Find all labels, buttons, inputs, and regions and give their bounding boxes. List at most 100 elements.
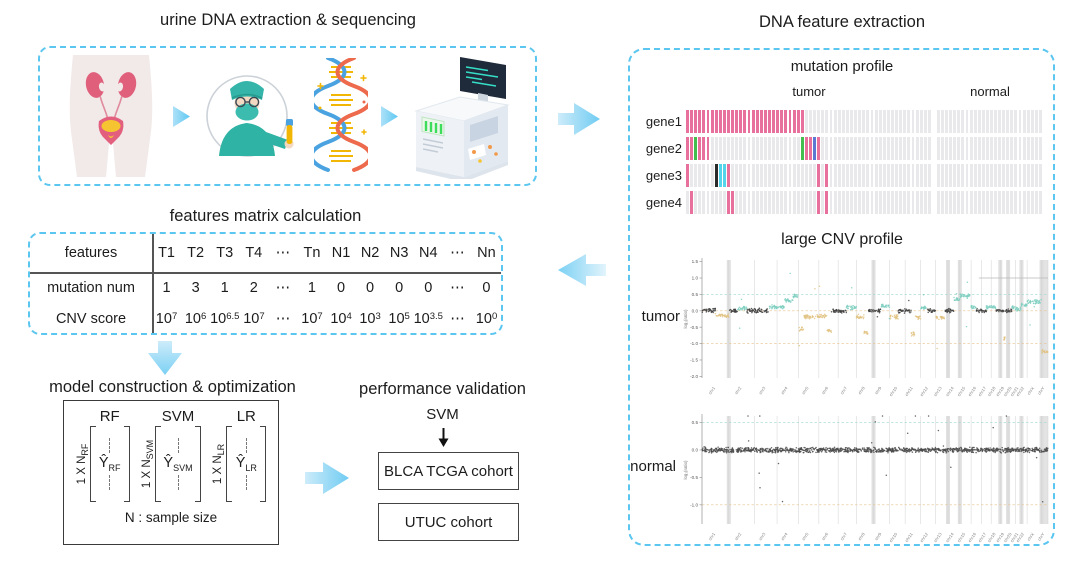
chromosome-tick-label: chrY xyxy=(1037,532,1046,542)
gene-label: gene3 xyxy=(645,168,682,183)
matrix-cell: 1 xyxy=(220,280,229,296)
matrix-cell: 0 xyxy=(366,280,375,296)
matrix-cell: ⋯ xyxy=(275,280,291,296)
tumor-heatmap-panel xyxy=(686,164,932,187)
matrix-cell: 103.5 xyxy=(413,311,443,327)
svg-text:-0.5: -0.5 xyxy=(690,475,698,480)
chromosome-tick-label: chr7 xyxy=(839,385,848,395)
model-name: SVM xyxy=(161,408,195,425)
chromosome-tick-label: chr15 xyxy=(956,531,966,543)
chromosome-tick-label: chr15 xyxy=(956,385,966,397)
chromosome-tick-label: chr9 xyxy=(874,531,883,541)
normal-heatmap-panel xyxy=(937,110,1043,133)
chevron-right-icon xyxy=(173,105,191,127)
chromosome-tick-label: chr2 xyxy=(734,531,743,541)
svg-text:log₂(ratio): log₂(ratio) xyxy=(683,460,688,480)
chromosome-tick-label: chr19 xyxy=(995,385,1005,397)
chromosome-tick-label: chr14 xyxy=(945,531,955,543)
chromosome-tick-label: chr22 xyxy=(1015,385,1025,397)
chromosome-tick-label: chr18 xyxy=(986,385,996,397)
svg-text:0.5: 0.5 xyxy=(692,420,699,425)
mutation-profile-heatmap: gene1 gene2 gene3 gene4 xyxy=(640,110,1043,218)
matrix-cell: 0 xyxy=(424,280,433,296)
matrix-data-row: mutation num 1 3 1 2 ⋯ 1 0 0 0 0 ⋯ 0 xyxy=(30,273,501,303)
gene-label: gene2 xyxy=(645,141,682,156)
chromosome-tick-label: chr7 xyxy=(839,531,848,541)
tumor-group-header: tumor xyxy=(792,84,826,99)
chromosome-tick-label: chr4 xyxy=(780,531,789,541)
model-column-rf: RF 1 X NRF ŶRF xyxy=(76,408,130,502)
chromosome-tick-label: chr13 xyxy=(933,385,943,397)
arrow-down-black-icon xyxy=(438,428,449,447)
svg-text:log₂(ratio): log₂(ratio) xyxy=(683,309,688,329)
matrix-cell: 100 xyxy=(475,311,498,327)
flow-arrow-right-icon xyxy=(558,103,600,135)
heatmap-row: gene4 xyxy=(640,191,1043,214)
validation-title: performance validation xyxy=(359,380,526,398)
tumor-heatmap-panel xyxy=(686,137,932,160)
sample-size-note: N : sample size xyxy=(124,510,218,525)
flow-arrow-left-icon xyxy=(558,254,606,286)
normal-heatmap-panel xyxy=(937,164,1043,187)
matrix-cell: 107 xyxy=(155,311,178,327)
chromosome-tick-label: chr1 xyxy=(707,531,716,541)
chromosome-tick-label: chr16 xyxy=(967,531,977,543)
cnv-tumor-label: tumor xyxy=(641,308,680,325)
chromosome-tick-label: chr8 xyxy=(857,531,866,541)
cnv-normal-label: normal xyxy=(630,458,676,475)
cnv-plot-normal: 0.5 0.0 -0.5 -1.0 log₂(ratio) chr1 chr2 chr3 chr… xyxy=(683,414,1049,543)
matrix-bracket: ŶLR xyxy=(226,426,267,502)
matrix-bracket: ŶSVM xyxy=(155,426,201,502)
chromosome-tick-label: chr17 xyxy=(977,531,987,543)
svg-text:-0.5: -0.5 xyxy=(690,325,698,330)
matrix-bracket: ŶRF xyxy=(89,426,130,502)
heatmap-row: gene1 xyxy=(640,110,1043,133)
svg-text:-1.5: -1.5 xyxy=(690,358,698,363)
svg-text:1.5: 1.5 xyxy=(692,259,699,264)
svg-text:0.0: 0.0 xyxy=(692,308,699,313)
chromosome-tick-label: chr5 xyxy=(801,531,810,541)
tumor-heatmap-panel xyxy=(686,191,932,214)
matrix-cell: ⋯ xyxy=(450,280,465,296)
chromosome-tick-label: chr18 xyxy=(986,531,996,543)
matrix-cell: 2 xyxy=(249,280,258,296)
cnv-profile-title: large CNV profile xyxy=(781,231,903,248)
matrix-cell: ⋯ xyxy=(450,311,465,327)
cnv-plot-tumor: 1.5 1.0 0.5 0.0 -0.5 -1.0 -1.5 -2.0 log₂(ratio) c… xyxy=(683,258,1049,397)
matrix-cell: ⋯ xyxy=(275,311,291,327)
matrix-cell: ⋯ xyxy=(275,245,291,261)
blca-cohort-box: BLCA TCGA cohort xyxy=(378,452,519,490)
chromosome-tick-label: chr9 xyxy=(874,385,883,395)
svg-text:0.0: 0.0 xyxy=(692,448,699,453)
matrix-data-row: CNV score 107 106 106.5 107 ⋯ 107 104 103 105 103.… xyxy=(30,303,501,335)
chromosome-tick-label: chr13 xyxy=(933,531,943,543)
chromosome-tick-label: chrX xyxy=(1026,532,1035,542)
gene-label: gene1 xyxy=(645,114,682,129)
matrix-cell: 0 xyxy=(395,280,404,296)
matrix-cell: N2 xyxy=(360,245,380,261)
matrix-cell: features xyxy=(64,245,118,261)
matrix-cell: 1 xyxy=(307,280,316,296)
chromosome-tick-label: chr20 xyxy=(1003,385,1013,397)
features-matrix-table: features T1 T2 T3 T4 ⋯ Tn N1 N2 N3 N4 ⋯ Nn mutation n… xyxy=(30,234,501,333)
gene-label: gene4 xyxy=(645,195,682,210)
matrix-cell: 107 xyxy=(301,311,323,327)
extraction-title: urine DNA extraction & sequencing xyxy=(160,11,416,29)
svm-label: SVM xyxy=(426,406,459,423)
chromosome-tick-label: chr1 xyxy=(707,385,716,395)
matrix-box: features T1 T2 T3 T4 ⋯ Tn N1 N2 N3 N4 ⋯ Nn mutation n… xyxy=(28,232,503,335)
chromosome-tick-label: chr3 xyxy=(758,385,767,395)
svg-text:-1.0: -1.0 xyxy=(690,341,698,346)
matrix-cell: 0 xyxy=(336,280,346,296)
sequencer-machine-icon xyxy=(414,57,511,179)
model-dimension-label: 1 X NRF xyxy=(75,443,90,485)
chromosome-tick-label: chr11 xyxy=(904,385,914,397)
dna-helix-icon xyxy=(313,58,368,172)
model-dimension-label: 1 X NLR xyxy=(212,443,227,485)
scientist-sample-icon xyxy=(206,75,294,157)
matrix-cell: 106.5 xyxy=(210,311,240,327)
model-dimension-label: 1 X NSVM xyxy=(141,439,156,489)
svg-text:0.5: 0.5 xyxy=(692,292,699,297)
chromosome-tick-label: chr4 xyxy=(780,385,789,395)
tumor-heatmap-panel xyxy=(686,110,932,133)
